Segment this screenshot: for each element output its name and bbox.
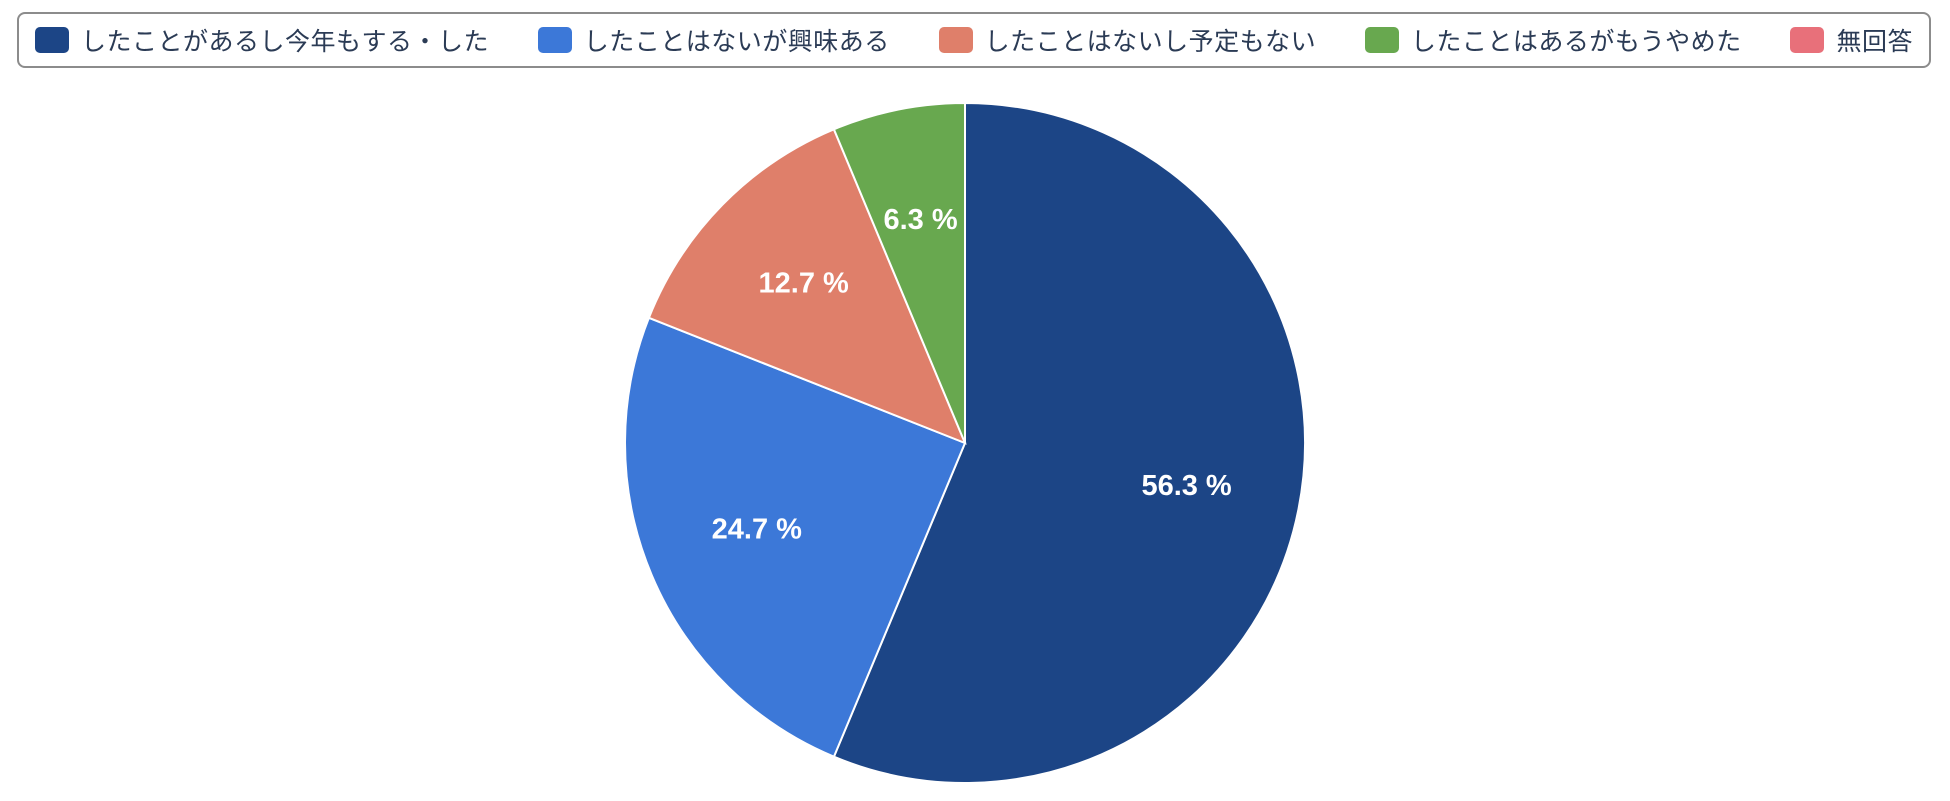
legend-item-1[interactable]: したことがあるし今年もする・した [35,22,489,58]
pie-labels: 56.3 % 24.7 % 12.7 % 6.3 % [712,204,1232,545]
legend-item-2[interactable]: したことはないが興味ある [537,22,890,58]
pie-slice-2[interactable] [624,316,967,759]
legend-swatch-4 [1364,27,1399,53]
legend-label-4: したことはあるがもうやめた [1410,27,1742,56]
pie-slices [624,101,1306,784]
legend-item-5[interactable]: 無回答 [1790,22,1913,58]
legend-swatch-5 [1790,27,1825,53]
legend-label-3: したことはないし予定もない [984,27,1317,56]
pie-slice-label-3: 12.7 % [759,267,849,299]
legend-swatch-2 [537,27,572,53]
pie-slice-3[interactable] [647,127,967,445]
legend-label-5: 無回答 [1836,27,1913,56]
legend-item-4[interactable]: したことはあるがもうやめた [1364,22,1742,58]
legend-label-2: したことはないが興味ある [583,27,890,56]
legend-swatch-1 [35,27,69,53]
pie-slice-1[interactable] [832,101,1306,784]
legend-item-3[interactable]: したことはないし予定もない [938,22,1317,58]
pie-slice-label-2: 24.7 % [712,513,802,545]
pie-slice-label-1: 56.3 % [1141,470,1231,502]
legend-swatch-3 [938,27,973,53]
pie-slice-label-4: 6.3 % [884,204,958,236]
chart-legend: したことがあるし今年もする・した したことはないが興味ある したことはないし予定… [17,12,1931,68]
legend-label-1: したことがあるし今年もする・した [81,27,490,56]
pie-slice-4[interactable] [832,101,966,444]
